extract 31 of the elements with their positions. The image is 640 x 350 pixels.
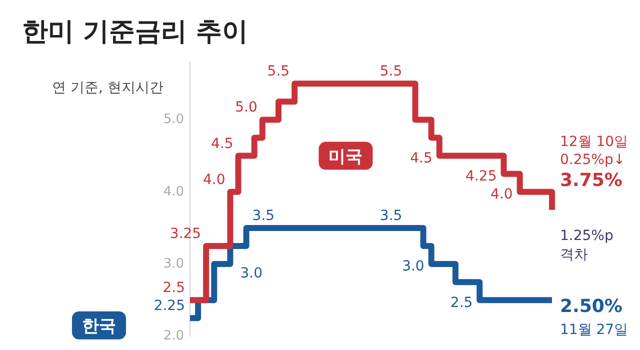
data-label: 5.5 bbox=[380, 64, 402, 80]
text: 12월 10일 bbox=[560, 134, 628, 150]
text: 11월 27일 bbox=[560, 322, 628, 338]
text: 한국 bbox=[82, 316, 116, 336]
text: 2.50% bbox=[560, 296, 622, 317]
data-label: 3.25 bbox=[170, 226, 202, 242]
chart-title: 한미 기준금리 추이 bbox=[22, 17, 248, 47]
y-tick-label: 4.0 bbox=[163, 184, 184, 200]
text: 1.25%p bbox=[560, 228, 614, 244]
data-label: 3.5 bbox=[252, 208, 275, 224]
data-label: 2.25 bbox=[154, 298, 185, 314]
data-label: 5.0 bbox=[235, 100, 258, 116]
data-label: 5.5 bbox=[267, 64, 290, 80]
y-tick-label: 3.0 bbox=[163, 256, 184, 272]
text: 미국 bbox=[328, 146, 363, 167]
data-label: 4.0 bbox=[202, 172, 226, 188]
text: 0.25%p↓ bbox=[560, 152, 626, 168]
data-label: 4.5 bbox=[211, 136, 234, 152]
y-tick-label: 5.0 bbox=[163, 112, 184, 128]
data-label: 4.5 bbox=[410, 150, 432, 166]
data-label: 3.5 bbox=[380, 208, 402, 224]
text: 3.75% bbox=[560, 170, 622, 191]
data-label: 2.5 bbox=[450, 294, 473, 311]
data-label: 4.25 bbox=[466, 168, 497, 184]
data-label: 2.5 bbox=[162, 280, 185, 296]
text: 연 기준, 현지시간 bbox=[52, 80, 164, 96]
data-label: 3.0 bbox=[240, 266, 262, 282]
data-label: 3.0 bbox=[402, 258, 424, 275]
text: 격차 bbox=[560, 247, 588, 263]
data-label: 4.0 bbox=[490, 186, 513, 203]
y-tick-label: 2.0 bbox=[163, 328, 184, 344]
